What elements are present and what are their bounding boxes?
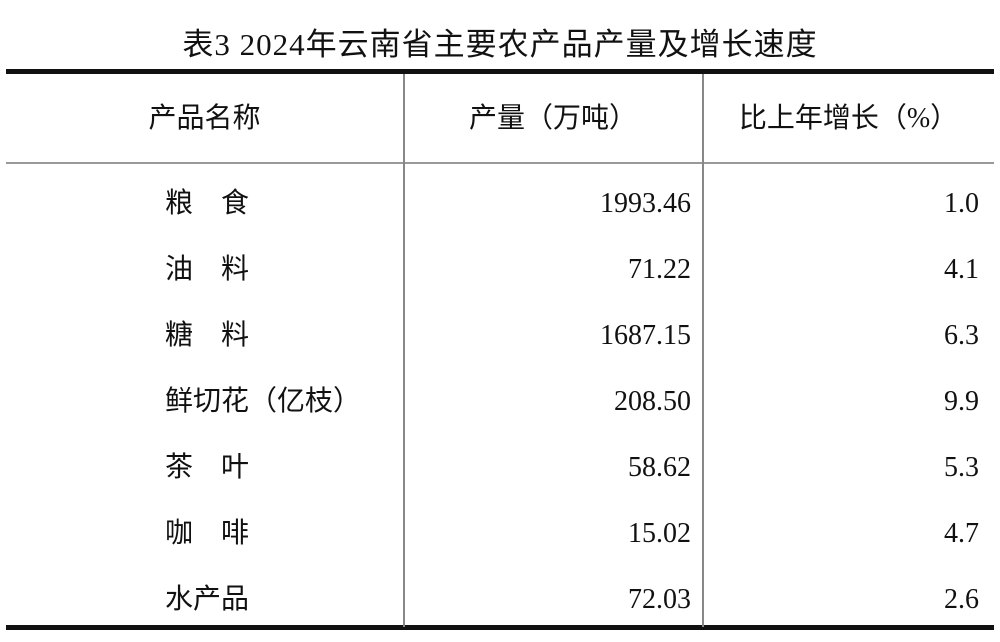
growth-value: 9.9 bbox=[944, 386, 979, 417]
output-value: 1993.46 bbox=[600, 188, 691, 219]
growth-value: 4.1 bbox=[944, 254, 979, 285]
output-value: 72.03 bbox=[628, 584, 691, 615]
output-value: 15.02 bbox=[628, 518, 691, 549]
product-name: 茶 叶 bbox=[165, 452, 250, 483]
growth-value: 1.0 bbox=[944, 188, 979, 219]
product-name: 水产品 bbox=[165, 584, 250, 615]
top-rule bbox=[6, 69, 994, 74]
product-name: 粮 食 bbox=[165, 188, 250, 219]
output-value: 58.62 bbox=[628, 452, 691, 483]
product-name: 糖 料 bbox=[165, 320, 250, 351]
product-name: 鲜切花（亿枝） bbox=[165, 386, 362, 417]
growth-value: 4.7 bbox=[944, 518, 979, 549]
output-value: 71.22 bbox=[628, 254, 691, 285]
growth-value: 5.3 bbox=[944, 452, 979, 483]
header-product-name: 产品名称 bbox=[148, 103, 261, 134]
header-output: 产量（万吨） bbox=[468, 103, 637, 134]
product-name: 咖 啡 bbox=[165, 518, 250, 549]
column-divider bbox=[702, 74, 704, 627]
growth-value: 2.6 bbox=[944, 584, 979, 615]
product-name: 油 料 bbox=[165, 254, 250, 285]
header-growth: 比上年增长（%） bbox=[738, 103, 959, 134]
output-value: 208.50 bbox=[614, 386, 691, 417]
growth-value: 6.3 bbox=[944, 320, 979, 351]
column-divider bbox=[403, 74, 405, 627]
output-value: 1687.15 bbox=[600, 320, 691, 351]
bottom-rule bbox=[6, 625, 994, 630]
table-title: 表3 2024年云南省主要农产品产量及增长速度 bbox=[182, 27, 818, 62]
header-divider bbox=[6, 162, 994, 164]
